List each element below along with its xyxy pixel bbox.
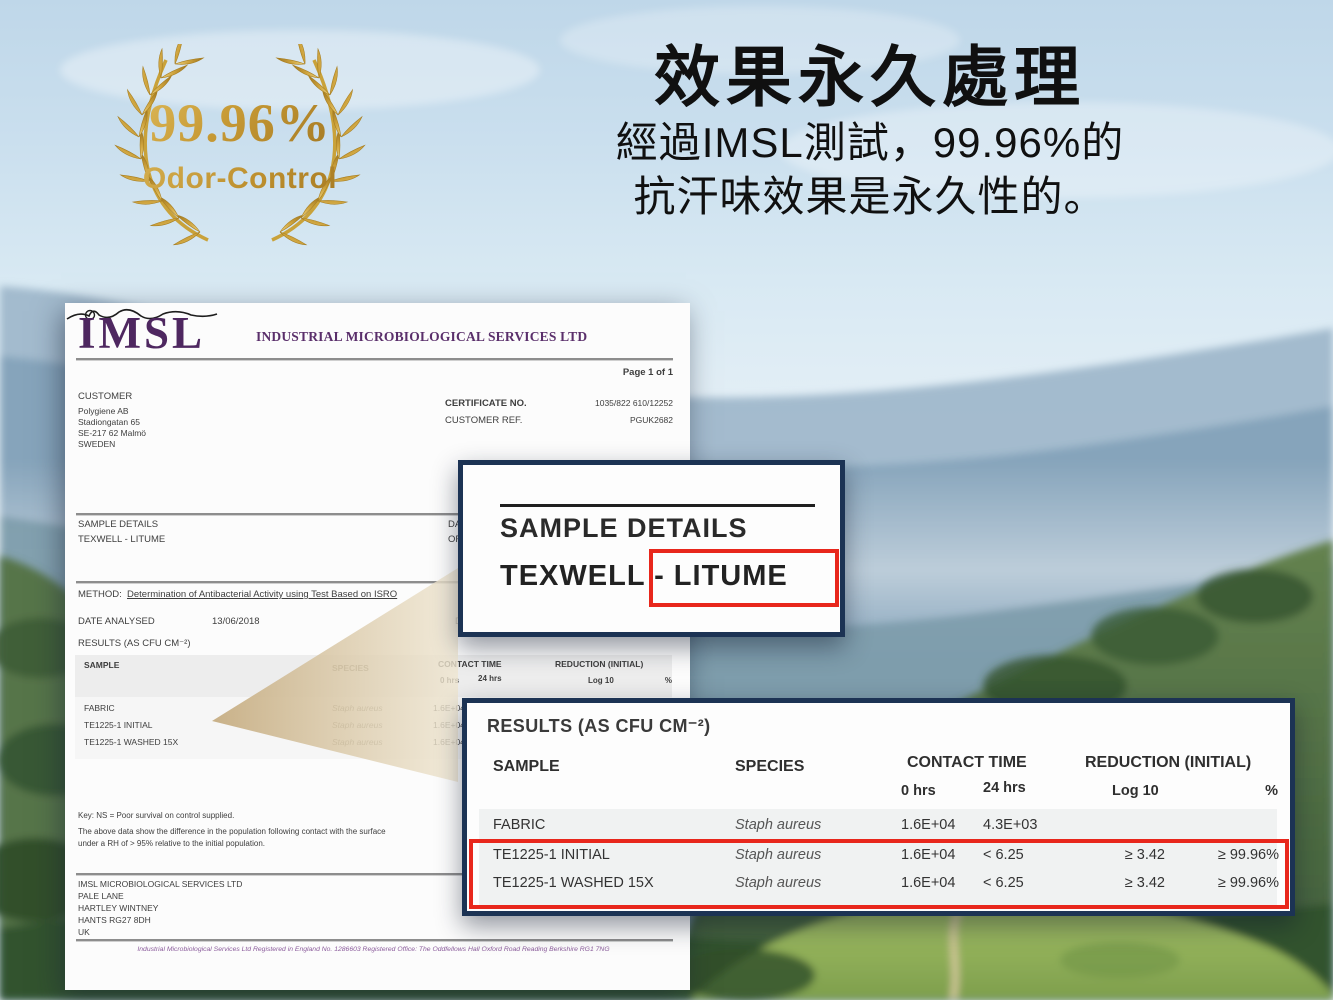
- registration-footer: Industrial Microbiological Services Ltd …: [137, 946, 610, 953]
- result-row-species: Staph aureus: [735, 847, 822, 863]
- result-row-24hrs: < 6.25: [983, 847, 1024, 863]
- sample-details-label: SAMPLE DETAILS: [78, 519, 159, 530]
- section-rule: [76, 581, 673, 584]
- result-row-24hrs: < 6.25: [983, 875, 1024, 891]
- badge-percentage: 99.96%: [80, 92, 400, 154]
- sample-name: TEXWELL - LITUME: [78, 534, 166, 545]
- result-row-species: Staph aureus: [735, 817, 822, 833]
- col-log10: Log 10: [588, 676, 614, 685]
- note-line: under a RH of > 95% relative to the init…: [78, 839, 266, 848]
- customer-ref-label: CUSTOMER REF.: [445, 415, 523, 426]
- col-24hrs: 24 hrs: [478, 674, 502, 683]
- rows-band: [479, 809, 1277, 907]
- address-line: PALE LANE: [78, 891, 124, 901]
- result-row-species: Staph aureus: [735, 875, 822, 891]
- result-row-log10: ≥ 3.42: [1124, 847, 1165, 863]
- date-analysed-value: 13/06/2018: [212, 616, 260, 627]
- col-24hrs: 24 hrs: [983, 780, 1026, 796]
- customer-ref-value: PGUK2682: [630, 415, 673, 425]
- clipped-label-fragment: DA: [448, 519, 460, 530]
- address-line: UK: [78, 927, 90, 937]
- col-sample: SAMPLE: [84, 660, 120, 670]
- footer-rule: [76, 939, 673, 942]
- key-note: Key: NS = Poor survival on control suppl…: [78, 811, 235, 820]
- col-log10: Log 10: [1112, 783, 1159, 799]
- result-row-log10: ≥ 3.42: [1124, 875, 1165, 891]
- col-contact-time: CONTACT TIME: [438, 659, 502, 669]
- result-row-24hrs: 4.3E+03: [983, 817, 1038, 833]
- note-line: The above data show the difference in th…: [78, 827, 386, 836]
- table-row-sample: TE1225-1 INITIAL: [84, 720, 153, 730]
- clipped-label-fragment: OF: [448, 534, 460, 545]
- company-name: INDUSTRIAL MICROBIOLOGICAL SERVICES LTD: [256, 329, 588, 344]
- customer-line: Stadiongatan 65: [78, 417, 140, 427]
- results-callout: RESULTS (AS CFU CM⁻²) SAMPLE SPECIES CON…: [462, 698, 1295, 916]
- sample-name-highlight: - LITUME: [654, 560, 788, 592]
- customer-line: SWEDEN: [78, 439, 116, 449]
- result-row-sample: FABRIC: [493, 817, 546, 833]
- badge-label: Odor-Control: [80, 162, 400, 196]
- signature-squiggle: [66, 308, 218, 321]
- result-row-sample: TE1225-1 WASHED 15X: [493, 875, 654, 891]
- certificate-no-label: CERTIFICATE NO.: [445, 398, 527, 409]
- col-contact-time: CONTACT TIME: [907, 754, 1027, 771]
- col-percent: %: [664, 676, 672, 685]
- customer-label: CUSTOMER: [78, 391, 133, 402]
- result-row-percent: ≥ 99.96%: [1217, 847, 1279, 863]
- result-row-percent: ≥ 99.96%: [1217, 875, 1279, 891]
- callout-rule: [500, 504, 815, 507]
- result-row-0hrs: 1.6E+04: [901, 875, 956, 891]
- page-indicator: Page 1 of 1: [622, 367, 673, 378]
- sample-name-prefix: TEXWELL: [500, 560, 646, 592]
- imsl-logo: IMSL: [78, 308, 206, 358]
- address-line: HARTLEY WINTNEY: [78, 903, 159, 913]
- results-title: RESULTS (AS CFU CM⁻²): [487, 716, 711, 736]
- callout-heading: SAMPLE DETAILS: [500, 513, 748, 543]
- date-analysed-label: DATE ANALYSED: [78, 616, 155, 627]
- result-row-sample: TE1225-1 INITIAL: [493, 847, 610, 863]
- col-reduction: REDUCTION (INITIAL): [555, 659, 644, 669]
- highlight-red-box: [649, 549, 839, 607]
- result-row-0hrs: 1.6E+04: [901, 817, 956, 833]
- headline-subtitle-line2: 抗汗味效果是永久性的。: [633, 173, 1107, 221]
- headline-subtitle-line1: 經過IMSL測試，99.96%的: [615, 118, 1125, 166]
- results-label: RESULTS (AS CFU CM⁻²): [78, 638, 191, 649]
- col-0hrs: 0 hrs: [901, 783, 936, 799]
- section-rule: [76, 513, 673, 516]
- method-label: METHOD:: [78, 589, 122, 600]
- headline-title: 效果永久處理: [654, 40, 1086, 114]
- section-rule: [76, 873, 673, 876]
- method-text: Determination of Antibacterial Activity …: [127, 589, 398, 600]
- result-row-0hrs: 1.6E+04: [901, 847, 956, 863]
- sample-details-callout: SAMPLE DETAILS TEXWELL - LITUME: [458, 460, 845, 637]
- col-reduction: REDUCTION (INITIAL): [1085, 754, 1252, 771]
- certificate-no-value: 1035/822 610/12252: [595, 398, 673, 408]
- zoom-beam-triangle: [212, 568, 458, 782]
- header-rule: [76, 358, 673, 361]
- odor-control-badge: 99.96% Odor-Control: [80, 44, 400, 249]
- col-species: SPECIES: [735, 758, 805, 775]
- highlight-red-box-rows: [469, 839, 1289, 909]
- headline: 效果永久處理 經過IMSL測試，99.96%的 抗汗味效果是永久性的。: [540, 40, 1200, 225]
- col-percent: %: [1265, 783, 1278, 799]
- address-line: HANTS RG27 8DH: [78, 915, 151, 925]
- col-sample: SAMPLE: [493, 758, 560, 775]
- callout-sample-name: TEXWELL - LITUME: [500, 560, 788, 593]
- table-row-sample: FABRIC: [84, 703, 115, 713]
- address-line: IMSL MICROBIOLOGICAL SERVICES LTD: [78, 879, 243, 889]
- table-row-sample: TE1225-1 WASHED 15X: [84, 737, 179, 747]
- customer-line: Polygiene AB: [78, 406, 129, 416]
- customer-line: SE-217 62 Malmö: [78, 428, 147, 438]
